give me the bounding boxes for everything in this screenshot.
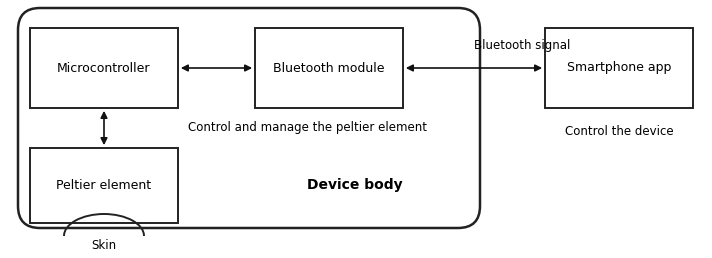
FancyBboxPatch shape [30, 148, 178, 223]
Text: Bluetooth signal: Bluetooth signal [474, 39, 570, 52]
FancyBboxPatch shape [545, 28, 693, 108]
Text: Control and manage the peltier element: Control and manage the peltier element [188, 122, 427, 134]
FancyBboxPatch shape [255, 28, 403, 108]
Text: Smartphone app: Smartphone app [567, 61, 671, 75]
FancyBboxPatch shape [30, 28, 178, 108]
Text: Device body: Device body [307, 178, 403, 192]
Text: Microcontroller: Microcontroller [57, 61, 151, 75]
Text: Peltier element: Peltier element [56, 179, 152, 192]
Text: Control the device: Control the device [565, 125, 674, 138]
Text: Skin: Skin [91, 239, 117, 252]
Text: Bluetooth module: Bluetooth module [273, 61, 384, 75]
